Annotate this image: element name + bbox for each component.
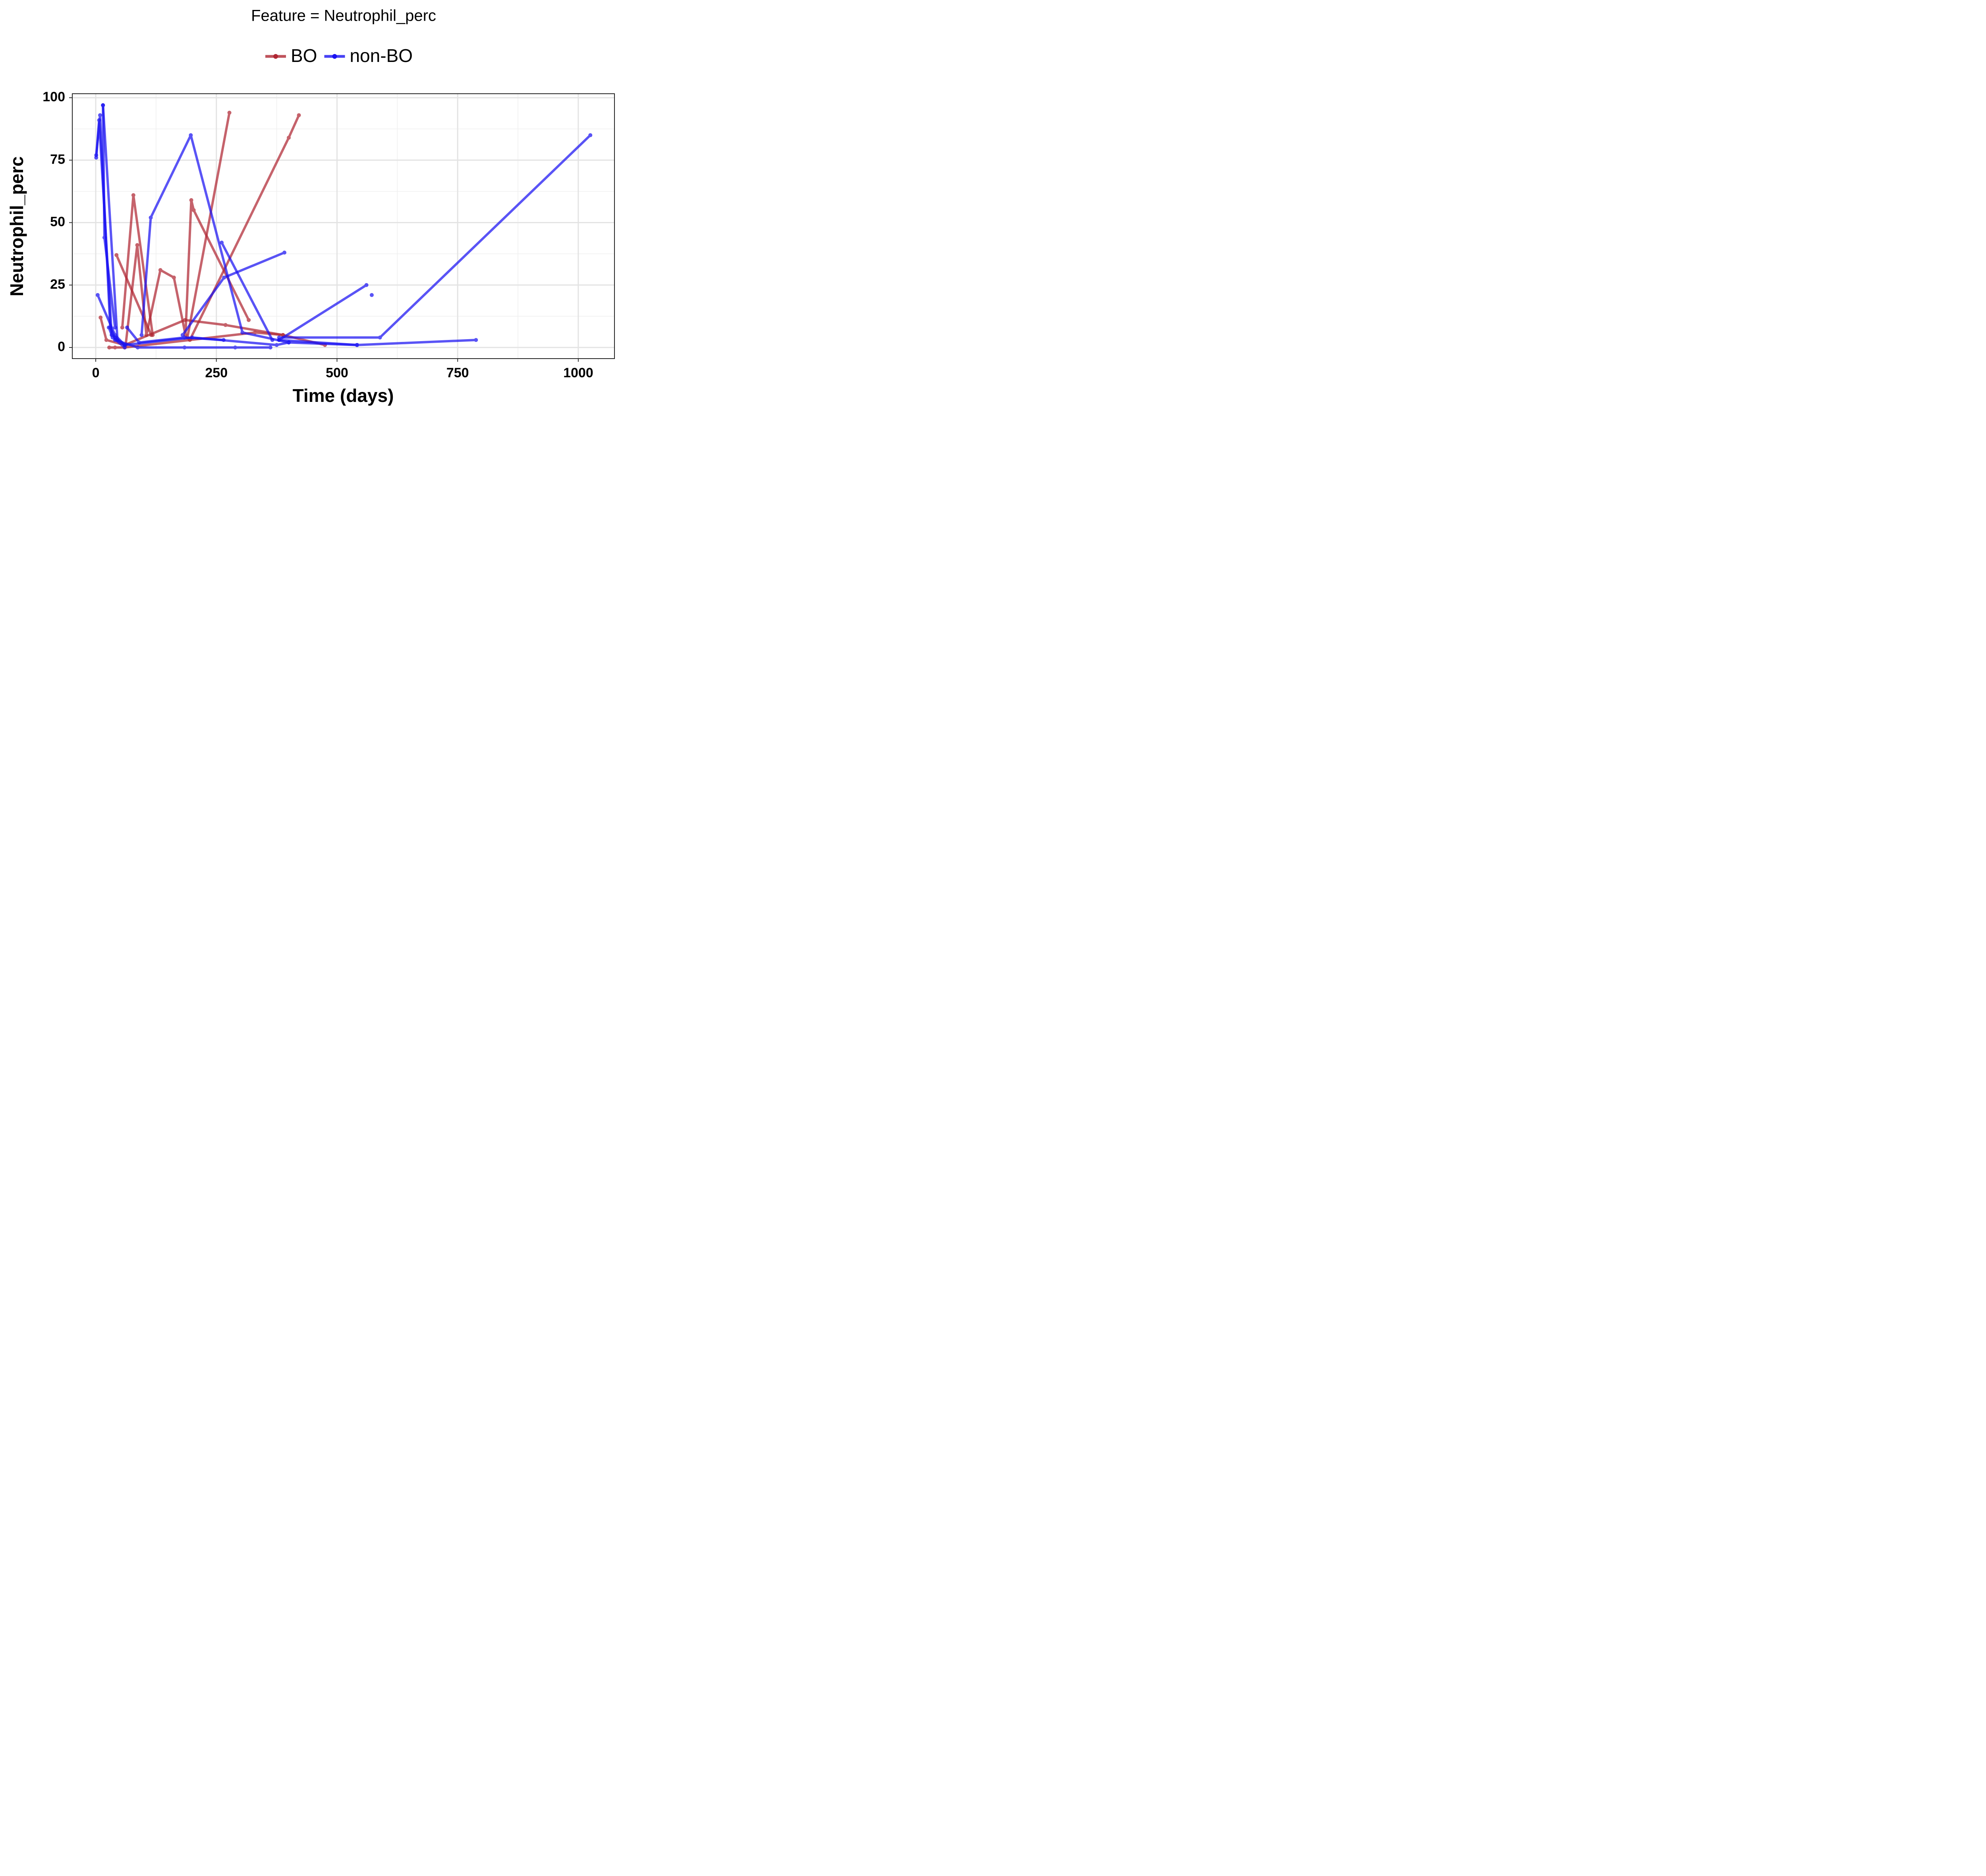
data-point [113, 333, 117, 337]
patient-line [369, 293, 374, 297]
legend-marker [332, 54, 337, 59]
page: {"chart_data": {"type": "line", "title":… [0, 0, 1986, 413]
data-point [189, 198, 193, 202]
x-tick-label: 1000 [563, 365, 593, 380]
data-point [139, 333, 144, 337]
data-point [125, 325, 129, 330]
data-point [135, 345, 140, 350]
data-point [149, 215, 153, 220]
data-point [190, 335, 195, 340]
data-point [297, 113, 301, 118]
data-point [191, 208, 196, 212]
chart-title: Feature = Neutrophil_perc [251, 7, 436, 25]
data-point [95, 293, 100, 297]
data-point [158, 268, 162, 272]
data-point [144, 333, 149, 337]
data-point [588, 133, 593, 137]
data-point [104, 338, 108, 342]
data-point [277, 338, 281, 342]
data-point [94, 156, 99, 160]
y-tick-label: 0 [58, 339, 65, 354]
data-point [355, 343, 359, 347]
y-axis-title: Neutrophil_perc [6, 156, 27, 297]
data-point [97, 118, 101, 122]
x-axis-title: Time (days) [293, 385, 394, 406]
y-tick-label: 50 [50, 214, 65, 230]
data-point [114, 253, 119, 257]
data-point [106, 325, 111, 330]
y-tick-label: 75 [50, 152, 65, 167]
data-point [286, 340, 291, 345]
data-point [268, 345, 272, 350]
series-line [140, 134, 289, 344]
patient-line [180, 251, 287, 337]
data-point [274, 343, 279, 347]
data-point [286, 135, 291, 140]
data-point [107, 345, 112, 350]
series-line [99, 317, 283, 346]
x-tick-label: 750 [446, 365, 469, 380]
data-point [172, 275, 176, 280]
patient-line [122, 335, 359, 347]
data-point [131, 193, 135, 197]
patient-line [139, 133, 291, 345]
y-tick-label: 100 [43, 89, 65, 104]
legend-marker [273, 54, 278, 59]
x-tick-label: 500 [326, 365, 348, 380]
patient-line [220, 240, 274, 342]
series-line [279, 134, 591, 339]
patient-line [277, 283, 369, 342]
data-point [99, 315, 103, 320]
data-point [102, 235, 106, 240]
series-line [102, 105, 119, 340]
data-point [101, 103, 105, 107]
data-point [135, 243, 139, 247]
chart: Feature = Neutrophil_perc Time (days) Ne… [6, 7, 615, 406]
data-point [113, 338, 117, 342]
patient-line [187, 113, 301, 342]
data-point [98, 113, 102, 118]
data-point [364, 283, 369, 287]
data-point [120, 325, 124, 330]
x-tick-label: 0 [92, 365, 100, 380]
data-point [223, 323, 228, 327]
data-point [474, 338, 478, 342]
data-point [270, 338, 274, 342]
x-tick-label: 250 [205, 365, 228, 380]
series-line [186, 112, 231, 338]
data-point [189, 133, 193, 137]
data-point [240, 330, 245, 335]
series-line [189, 114, 300, 341]
legend-label: non-BO [350, 45, 413, 66]
data-point [110, 335, 115, 340]
plot-border [72, 93, 615, 359]
data-point [113, 345, 117, 350]
series-line [220, 242, 274, 341]
data-point [151, 333, 155, 337]
data-point [378, 335, 382, 340]
data-point [222, 275, 226, 280]
data-point [227, 110, 232, 115]
data-point [253, 330, 257, 335]
data-point [182, 345, 187, 350]
data-point [220, 240, 224, 245]
data-point [122, 343, 127, 347]
data-point [369, 293, 374, 297]
series-line [278, 284, 367, 341]
legend-label: BO [291, 45, 317, 66]
data-point [233, 345, 238, 350]
data-point [282, 251, 287, 255]
data-point [247, 318, 251, 322]
patient-line [277, 133, 593, 340]
y-tick-label: 25 [50, 277, 65, 292]
